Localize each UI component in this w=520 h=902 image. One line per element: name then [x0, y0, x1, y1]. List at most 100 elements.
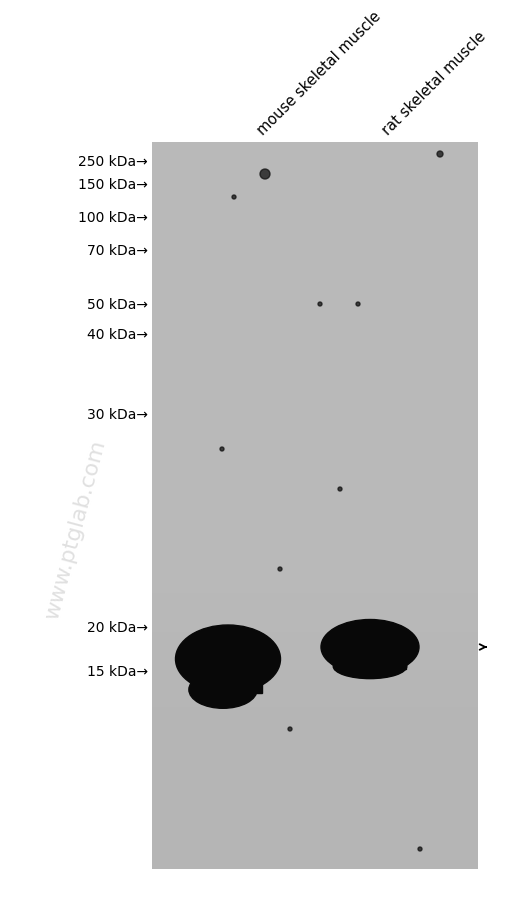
- Bar: [152, 673, 478, 676]
- Bar: [152, 295, 478, 299]
- Bar: [152, 787, 478, 789]
- Bar: [152, 637, 478, 640]
- Bar: [152, 801, 478, 805]
- Bar: [152, 658, 478, 661]
- Bar: [152, 693, 478, 695]
- Bar: [152, 687, 478, 690]
- Bar: [152, 513, 478, 516]
- Bar: [152, 472, 478, 475]
- Bar: [152, 528, 478, 530]
- Bar: [152, 700, 478, 703]
- Bar: [152, 375, 478, 378]
- Bar: [152, 346, 478, 349]
- Bar: [152, 160, 478, 162]
- Bar: [152, 308, 478, 310]
- Bar: [152, 576, 478, 579]
- Bar: [334, 648, 406, 669]
- Bar: [152, 825, 478, 828]
- Bar: [152, 310, 478, 313]
- Bar: [152, 334, 478, 337]
- Ellipse shape: [333, 654, 407, 679]
- Bar: [152, 152, 478, 155]
- Bar: [152, 585, 478, 589]
- Circle shape: [220, 447, 224, 452]
- Circle shape: [278, 567, 282, 571]
- Bar: [152, 174, 478, 177]
- Circle shape: [418, 847, 422, 851]
- Bar: [152, 617, 478, 621]
- Bar: [152, 484, 478, 487]
- Bar: [152, 390, 478, 392]
- Bar: [152, 595, 478, 598]
- Bar: [152, 796, 478, 799]
- Bar: [152, 293, 478, 296]
- Bar: [152, 361, 478, 364]
- Bar: [152, 578, 478, 582]
- Bar: [152, 818, 478, 821]
- Bar: [152, 380, 478, 383]
- Bar: [152, 821, 478, 824]
- Bar: [152, 216, 478, 218]
- Text: 100 kDa→: 100 kDa→: [78, 211, 148, 225]
- Bar: [152, 804, 478, 806]
- Bar: [152, 564, 478, 567]
- Bar: [152, 584, 478, 586]
- Bar: [152, 860, 478, 862]
- Bar: [152, 155, 478, 158]
- Bar: [152, 603, 478, 605]
- Bar: [152, 506, 478, 509]
- Bar: [152, 162, 478, 165]
- Bar: [152, 181, 478, 185]
- Bar: [152, 743, 478, 746]
- Bar: [152, 661, 478, 664]
- Bar: [152, 571, 478, 575]
- Bar: [152, 486, 478, 490]
- Bar: [152, 704, 478, 707]
- Bar: [152, 240, 478, 243]
- Bar: [152, 194, 478, 197]
- Bar: [152, 443, 478, 446]
- Bar: [152, 298, 478, 300]
- Bar: [152, 624, 478, 628]
- Bar: [152, 288, 478, 291]
- Bar: [152, 627, 478, 630]
- Bar: [152, 382, 478, 385]
- Bar: [152, 768, 478, 770]
- Bar: [152, 644, 478, 647]
- Bar: [152, 808, 478, 812]
- Circle shape: [356, 303, 360, 307]
- Bar: [152, 794, 478, 796]
- Bar: [152, 286, 478, 289]
- Bar: [152, 509, 478, 511]
- Bar: [152, 424, 478, 427]
- Bar: [152, 520, 478, 523]
- Bar: [152, 518, 478, 521]
- Bar: [152, 196, 478, 199]
- Bar: [152, 712, 478, 714]
- Bar: [152, 266, 478, 269]
- Bar: [152, 601, 478, 603]
- Bar: [152, 707, 478, 710]
- Bar: [152, 460, 478, 463]
- Bar: [152, 242, 478, 245]
- Bar: [152, 392, 478, 395]
- Bar: [152, 762, 478, 766]
- Bar: [152, 397, 478, 400]
- Bar: [152, 777, 478, 780]
- Bar: [152, 503, 478, 506]
- Bar: [152, 574, 478, 576]
- Bar: [152, 319, 478, 323]
- Bar: [152, 511, 478, 514]
- Bar: [152, 647, 478, 649]
- Bar: [152, 695, 478, 697]
- Bar: [152, 842, 478, 845]
- Bar: [152, 348, 478, 352]
- Bar: [152, 256, 478, 260]
- Bar: [152, 312, 478, 315]
- Bar: [152, 845, 478, 848]
- Bar: [152, 850, 478, 852]
- Bar: [152, 233, 478, 235]
- Bar: [152, 457, 478, 460]
- Bar: [152, 516, 478, 519]
- Bar: [152, 453, 478, 456]
